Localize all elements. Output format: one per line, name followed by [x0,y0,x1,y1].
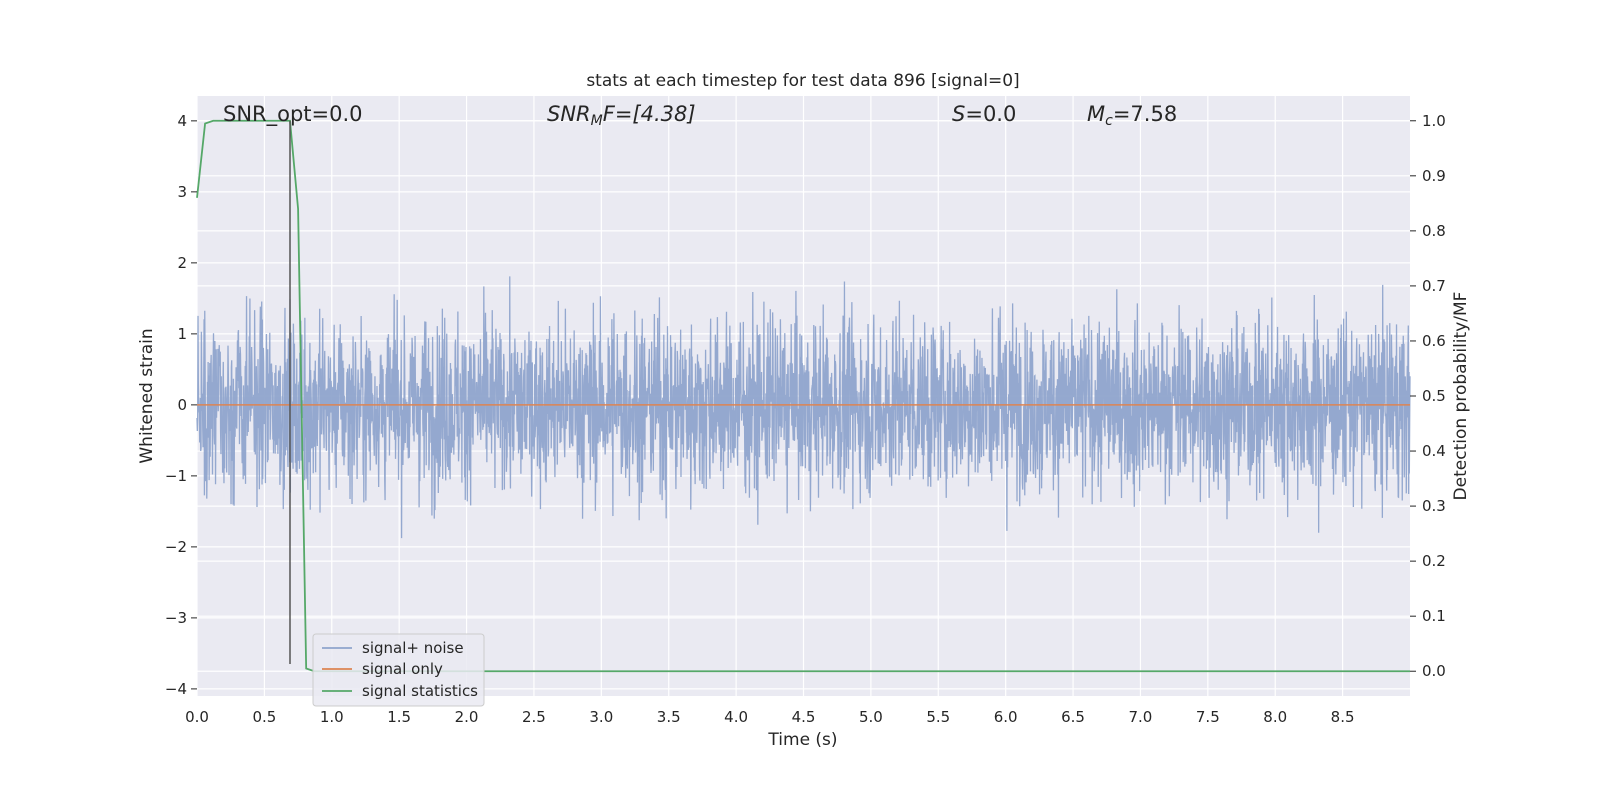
legend-label-signal-noise: signal+ noise [362,639,464,657]
series-signal-noise [196,276,1411,539]
y-left-axis-label: Whitened strain [137,328,157,463]
annotation-s-rest: =0.0 [965,102,1016,126]
y-right-tick-label-9: 0.1 [1422,607,1446,625]
x-tick-label-8: 4.0 [724,708,748,726]
y-right-tick-label-3: 0.7 [1422,277,1446,295]
annotation-snr-mf-label: SNR [547,102,591,126]
y-left-tick-label-4: 0 [177,396,187,414]
y-right-tick-label-8: 0.2 [1422,552,1446,570]
x-tick-label-4: 2.0 [455,708,479,726]
x-axis-label: Time (s) [767,730,837,750]
y-left-tick-label-7: −3 [165,609,187,627]
x-tick-label-0: 0.0 [185,708,209,726]
x-axis-ticks: 0.0 0.5 1.0 1.5 2.0 2.5 3.0 3.5 4.0 4.5 5.0 5.5 6.0 6… [185,708,1354,726]
legend-label-signal-only: signal only [362,660,443,678]
noise-line [196,276,1411,539]
y-right-tick-label-5: 0.5 [1422,387,1446,405]
x-tick-label-17: 8.5 [1331,708,1355,726]
x-tick-label-2: 1.0 [320,708,344,726]
annotation-mc-label: M [1087,102,1105,126]
annotation-s-label: S [952,102,965,126]
y-right-tick-label-6: 0.4 [1422,442,1446,460]
x-tick-label-10: 5.0 [859,708,883,726]
chart-title: stats at each timestep for test data 896… [586,71,1019,91]
x-tick-label-13: 6.5 [1061,708,1085,726]
y-right-tick-label-1: 0.9 [1422,167,1446,185]
y-right-tick-label-4: 0.6 [1422,332,1446,350]
y-right-tick-label-2: 0.8 [1422,222,1446,240]
y-left-tick-label-2: 2 [177,254,187,272]
annotation-snr-mf: SNRMF=[4.38] [547,102,696,129]
legend-box [312,633,485,707]
y-left-tick-label-8: −4 [165,680,187,698]
y-right-tick-label-7: 0.3 [1422,497,1446,515]
x-tick-label-9: 4.5 [792,708,816,726]
legend-label-signal-statistics: signal statistics [362,682,478,700]
x-tick-label-12: 6.0 [994,708,1018,726]
annotation-snr-mf-sub: M [591,113,603,129]
annotation-snr-mf-rest: F=[4.38] [603,102,696,126]
x-tick-label-16: 8.0 [1263,708,1287,726]
y-left-tick-label-3: 1 [177,325,187,343]
y-left-tick-label-1: 3 [177,183,187,201]
annotation-s: S=0.0 [952,102,1016,126]
y-left-tick-label-0: 4 [177,112,187,130]
annotation-snr-opt: SNR_opt=0.0 [223,102,363,127]
signal-statistics-line [196,119,1410,673]
y-left-axis-ticks: 4 3 2 1 0 −1 −2 −3 −4 [165,112,197,698]
x-tick-label-3: 1.5 [387,708,411,726]
x-tick-label-1: 0.5 [252,708,276,726]
legend: signal+ noise signal only signal statist… [312,633,485,707]
y-right-axis-label: Detection probability/MF [1451,292,1471,501]
x-tick-label-6: 3.0 [589,708,613,726]
y-right-axis-ticks: 1.0 0.9 0.8 0.7 0.6 0.5 0.4 0.3 0.2 0.1 0.0 [1410,112,1446,680]
x-tick-label-14: 7.0 [1129,708,1153,726]
annotation-mc-rest: =7.58 [1113,102,1177,126]
annotation-mc: Mc=7.58 [1087,102,1177,129]
y-left-tick-label-5: −1 [165,467,187,485]
y-right-tick-label-10: 0.0 [1422,662,1446,680]
annotation-mc-sub: c [1105,113,1113,129]
x-tick-label-11: 5.5 [926,708,950,726]
y-left-tick-label-6: −2 [165,538,187,556]
series-signal-statistics [196,119,1410,673]
x-tick-label-15: 7.5 [1196,708,1220,726]
y-right-tick-label-0: 1.0 [1422,112,1446,130]
x-tick-label-7: 3.5 [657,708,681,726]
x-tick-label-5: 2.5 [522,708,546,726]
